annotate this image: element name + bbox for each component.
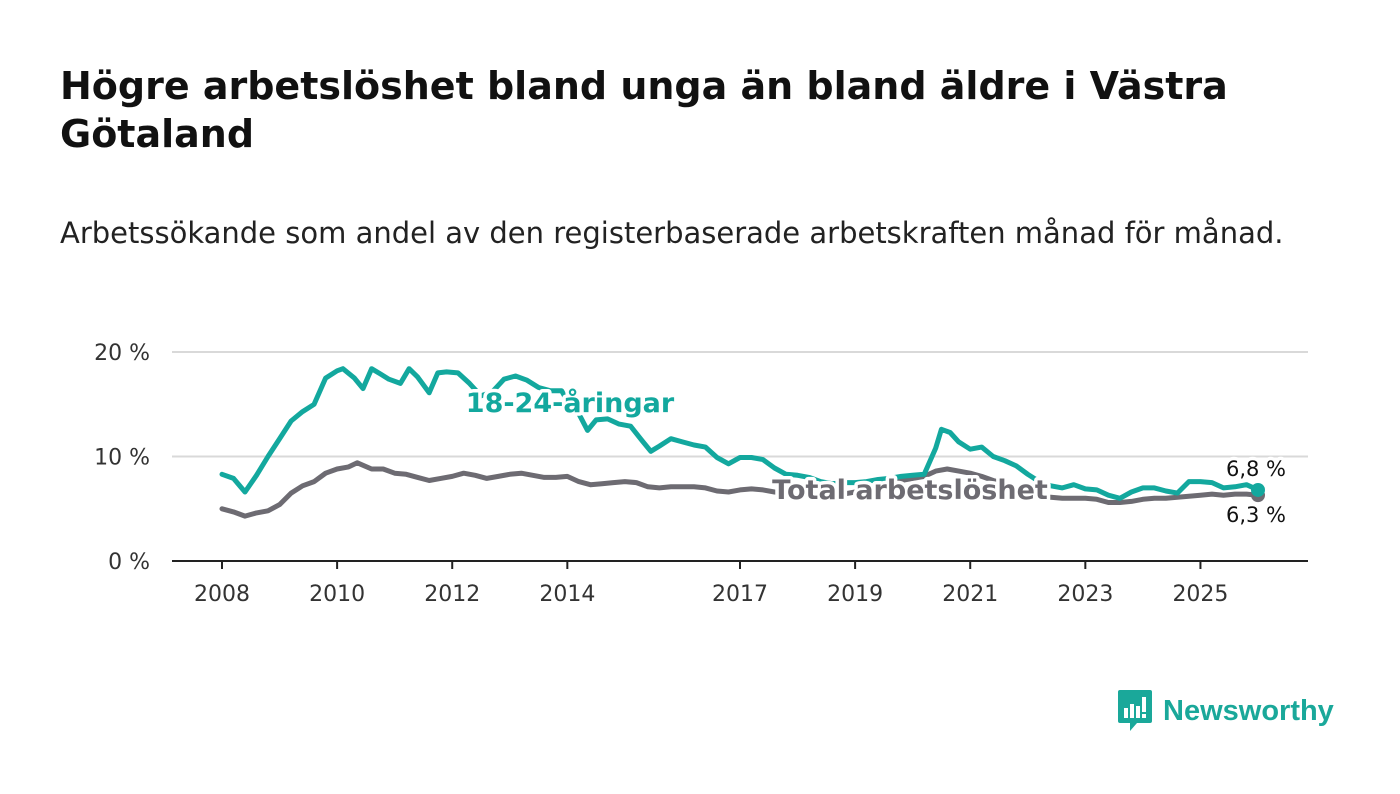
- series-line-youth: [219, 366, 1261, 501]
- brand-name: Newsworthy: [1163, 694, 1334, 727]
- chart-subtitle: Arbetssökande som andel av den registerb…: [60, 216, 1284, 250]
- chart-title: Högre arbetslöshet bland unga än bland ä…: [60, 64, 1228, 156]
- youth-end-value: 6,8 %: [1226, 457, 1286, 481]
- youth-series-label-halo: 18-24-åringar: [466, 387, 675, 419]
- series-lines: [219, 366, 1265, 519]
- x-axis: 2008 2010 2012 2014 2017 2019 2021 2023 2025: [172, 560, 1308, 607]
- y-tick-label: 20 %: [94, 341, 150, 366]
- bar-chart-speech-bubble-icon: [1118, 690, 1152, 731]
- x-tick-label: 2010: [309, 582, 365, 607]
- youth-end-value-halo: 6,8 %: [1226, 457, 1286, 481]
- y-tick-label: 0 %: [108, 550, 150, 575]
- x-tick-label: 2014: [539, 582, 595, 607]
- end-point-youth: [1251, 482, 1265, 497]
- x-tick-label: 2012: [424, 582, 480, 607]
- series-line-total: [219, 460, 1261, 519]
- y-axis: 0 % 10 % 20 %: [94, 341, 150, 575]
- total-series-label: Total arbetslöshet: [772, 475, 1048, 506]
- y-tick-label: 10 %: [94, 446, 150, 471]
- total-series-label-halo: Total arbetslöshet: [772, 475, 1048, 506]
- x-tick-label: 2025: [1172, 582, 1228, 607]
- newsworthy-logo: Newsworthy: [1117, 688, 1334, 734]
- x-tick-label: 2023: [1057, 582, 1113, 607]
- x-tick-label: 2008: [194, 582, 250, 607]
- x-tick-label: 2021: [942, 582, 998, 607]
- youth-series-label: 18-24-åringar: [466, 387, 675, 419]
- total-end-value: 6,3 %: [1226, 503, 1286, 527]
- x-tick-label: 2019: [827, 582, 883, 607]
- total-end-value-halo: 6,3 %: [1226, 503, 1286, 527]
- x-tick-label: 2017: [712, 582, 768, 607]
